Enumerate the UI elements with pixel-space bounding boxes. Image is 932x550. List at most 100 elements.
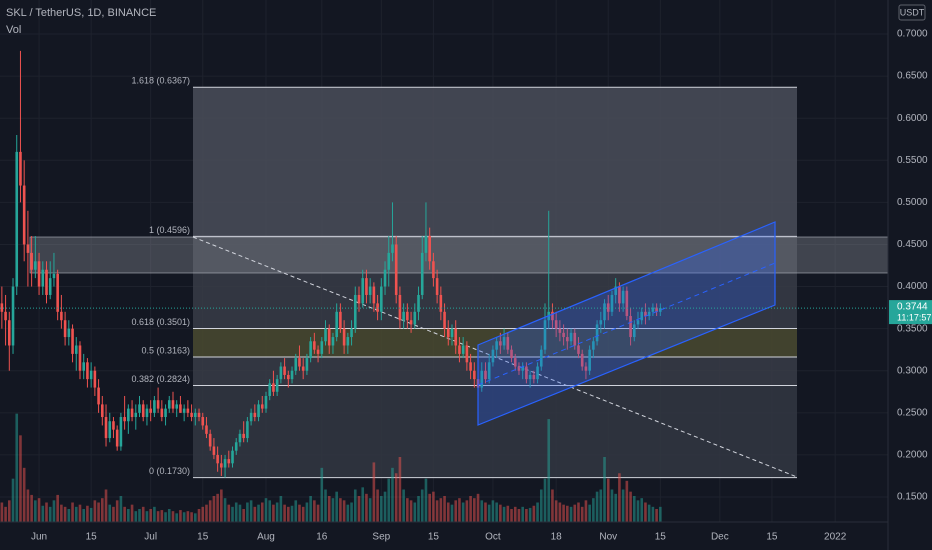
candle-body — [606, 303, 610, 312]
volume-bar — [127, 509, 130, 522]
candle-body — [238, 433, 242, 443]
volume-bar — [257, 504, 260, 522]
fib-zone — [193, 357, 797, 386]
candle-body — [372, 286, 376, 304]
volume-bar — [227, 504, 231, 522]
x-tick-label: 15 — [86, 532, 98, 543]
volume-bar — [37, 498, 41, 522]
candle-body — [506, 337, 510, 350]
trend-line — [192, 236, 798, 478]
volume-bar — [644, 502, 647, 522]
volume-bar — [592, 498, 595, 522]
volume-bar — [290, 505, 294, 522]
candle-body — [603, 303, 606, 321]
candle-body — [74, 345, 78, 354]
volume-bar — [532, 505, 536, 522]
volume-bar — [528, 507, 532, 522]
candle-body — [610, 294, 614, 312]
candle-body — [160, 408, 164, 418]
x-tick-label: 15 — [428, 532, 440, 543]
candle-body — [123, 417, 126, 422]
volume-bar — [26, 489, 30, 522]
volume-bar — [573, 504, 577, 522]
volume-bar — [391, 467, 394, 522]
volume-bar — [339, 498, 342, 522]
candle-body — [138, 404, 141, 413]
volume-bar — [316, 504, 320, 522]
candle-body — [212, 446, 216, 455]
candle-body — [275, 379, 279, 392]
candle-body — [554, 320, 558, 329]
candle-body — [37, 261, 41, 287]
candle-body — [205, 425, 208, 434]
candle-body — [7, 320, 11, 346]
candle-body — [484, 370, 487, 380]
volume-bar — [249, 500, 253, 522]
volume-bar — [372, 462, 376, 522]
currency: USDT — [900, 7, 925, 17]
candle-body — [171, 400, 175, 409]
candle-body — [461, 345, 465, 354]
candle-body — [368, 286, 372, 295]
candle-body — [313, 341, 316, 350]
fib-label: 1 (0.4596) — [149, 225, 190, 235]
candle-body — [525, 366, 528, 380]
fib-zone — [193, 385, 797, 478]
candle-body — [234, 442, 238, 451]
candle-body — [63, 320, 67, 338]
candle-body — [580, 353, 584, 367]
candle-body — [220, 463, 223, 468]
candle-body — [327, 328, 331, 346]
candle-body — [618, 286, 621, 304]
candle-body — [428, 236, 431, 262]
candle-body — [357, 294, 361, 304]
volume-bar — [71, 502, 74, 522]
candle-body — [34, 261, 37, 270]
volume-bar — [394, 473, 398, 522]
volume-bar — [272, 504, 275, 522]
zone-box — [29, 236, 889, 274]
volume-bar — [350, 502, 353, 522]
fib-label: 0 (0.1730) — [149, 466, 190, 476]
candle-body — [595, 324, 599, 342]
candle-body — [101, 404, 104, 418]
volume-bar — [569, 506, 573, 522]
candle-body — [60, 311, 63, 321]
x-tick-label: 2022 — [824, 532, 847, 543]
volume-bar — [342, 500, 346, 522]
volume-bar — [551, 489, 554, 522]
volume-bar — [380, 496, 383, 522]
volume-bar — [182, 512, 186, 522]
volume-bar — [659, 506, 662, 522]
volume-bar — [279, 496, 283, 522]
fib-label: 0.5 (0.3163) — [141, 345, 190, 355]
volume-bar — [231, 506, 234, 522]
volume-bar — [287, 506, 290, 522]
candle-body — [487, 362, 491, 380]
candle-body — [108, 421, 112, 439]
volume-bar — [566, 505, 569, 522]
volume-bar — [420, 489, 424, 522]
volume-bar — [197, 509, 201, 522]
candle-body — [56, 273, 59, 312]
volume-bar — [543, 478, 547, 522]
volume-bar — [606, 478, 610, 522]
candle-body — [491, 349, 495, 363]
volume-bar — [469, 496, 472, 522]
candle-body — [290, 370, 294, 380]
volume-bar — [22, 467, 26, 522]
countdown: 11:17:57 — [897, 312, 931, 322]
volume-bar — [201, 506, 205, 522]
candle-body — [655, 307, 658, 312]
candle-body — [164, 408, 167, 418]
volume-bar — [93, 500, 97, 522]
volume-bar — [446, 502, 450, 522]
x-tick-label: Oct — [485, 532, 501, 543]
candle-body — [227, 459, 231, 464]
volume-bar — [212, 496, 216, 522]
volume-bar — [428, 493, 431, 522]
candle-body — [577, 345, 580, 354]
candle-body — [316, 349, 320, 354]
volume-bar — [74, 506, 78, 522]
candle-body — [502, 337, 506, 346]
